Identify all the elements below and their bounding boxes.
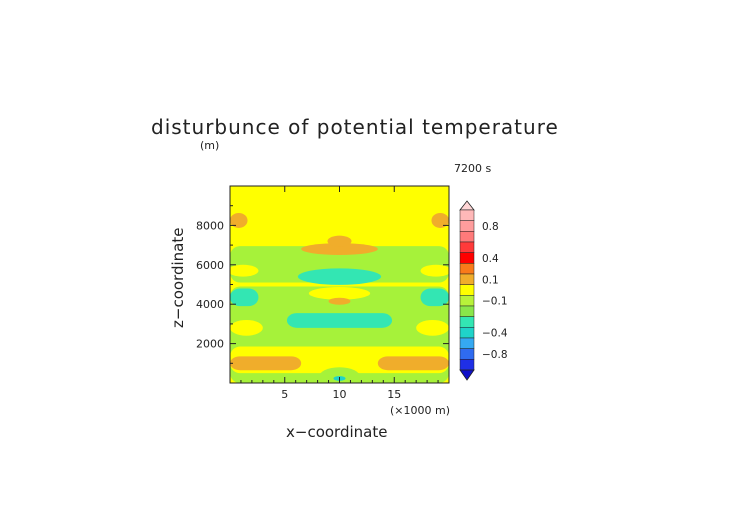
- contour-region: [230, 356, 302, 371]
- colorbar-label: 0.8: [482, 221, 499, 233]
- contour-region: [230, 212, 248, 228]
- y-axis-label: z−coordinate: [169, 228, 187, 328]
- y-tick-label: 2000: [196, 338, 224, 351]
- chart-title: disturbunce of potential temperature: [151, 115, 559, 139]
- contour-region: [230, 288, 259, 307]
- colorbar-top-arrow: [459, 200, 475, 211]
- colorbar-label: −0.1: [482, 296, 508, 308]
- colorbar-segment: [459, 241, 475, 253]
- y-tick-label: 6000: [196, 259, 224, 272]
- contour-region: [328, 297, 351, 305]
- x-unit-label: (×1000 m): [390, 404, 450, 417]
- contour-region: [308, 287, 371, 300]
- colorbar-segment: [459, 305, 475, 317]
- colorbar-segment: [459, 263, 475, 275]
- colorbar-bottom-arrow: [459, 369, 475, 381]
- colorbar-segment: [459, 231, 475, 243]
- colorbar-label: −0.8: [482, 349, 508, 361]
- contour-region: [327, 235, 352, 247]
- contour-region: [431, 212, 449, 228]
- contour-region: [230, 246, 449, 283]
- colorbar-segment: [459, 348, 475, 360]
- contour-region: [416, 319, 449, 336]
- y-tick-label: 4000: [196, 298, 224, 311]
- colorbar-segment: [459, 252, 475, 264]
- colorbar-label: −0.4: [482, 328, 508, 340]
- colorbar-segment: [459, 209, 475, 221]
- contour-region: [377, 356, 449, 371]
- y-unit-label: (m): [200, 139, 219, 152]
- colorbar-segment: [459, 327, 475, 339]
- contour-region: [420, 288, 449, 307]
- x-tick-label: 5: [281, 388, 288, 401]
- colorbar-label: 0.4: [482, 253, 499, 265]
- contour-region: [230, 264, 259, 277]
- colorbar-segment: [459, 316, 475, 328]
- time-label: 7200 s: [454, 162, 491, 175]
- contour-region: [286, 313, 393, 328]
- contour-region: [420, 264, 449, 277]
- contour-region: [301, 243, 378, 255]
- colorbar: 0.8 0.4 0.1 −0.1 −0.4 −0.8: [459, 200, 508, 381]
- colorbar-segment: [459, 284, 475, 296]
- x-axis-label: x−coordinate: [286, 423, 387, 441]
- contour-region: [297, 268, 382, 285]
- y-tick-label: 8000: [196, 219, 224, 232]
- colorbar-segment: [459, 295, 475, 307]
- colorbar-segment: [459, 359, 475, 371]
- colorbar-segment: [459, 337, 475, 349]
- colorbar-segment: [459, 273, 475, 285]
- x-tick-label: 15: [387, 388, 401, 401]
- colorbar-segment: [459, 220, 475, 232]
- contour-fill: [230, 186, 449, 383]
- x-tick-label: 10: [333, 388, 347, 401]
- axis-ticks: 5 10 15 2000 4000 6000 8000: [196, 186, 449, 401]
- contour-region: [230, 319, 263, 336]
- colorbar-label: 0.1: [482, 274, 499, 286]
- contour-region: [318, 367, 361, 383]
